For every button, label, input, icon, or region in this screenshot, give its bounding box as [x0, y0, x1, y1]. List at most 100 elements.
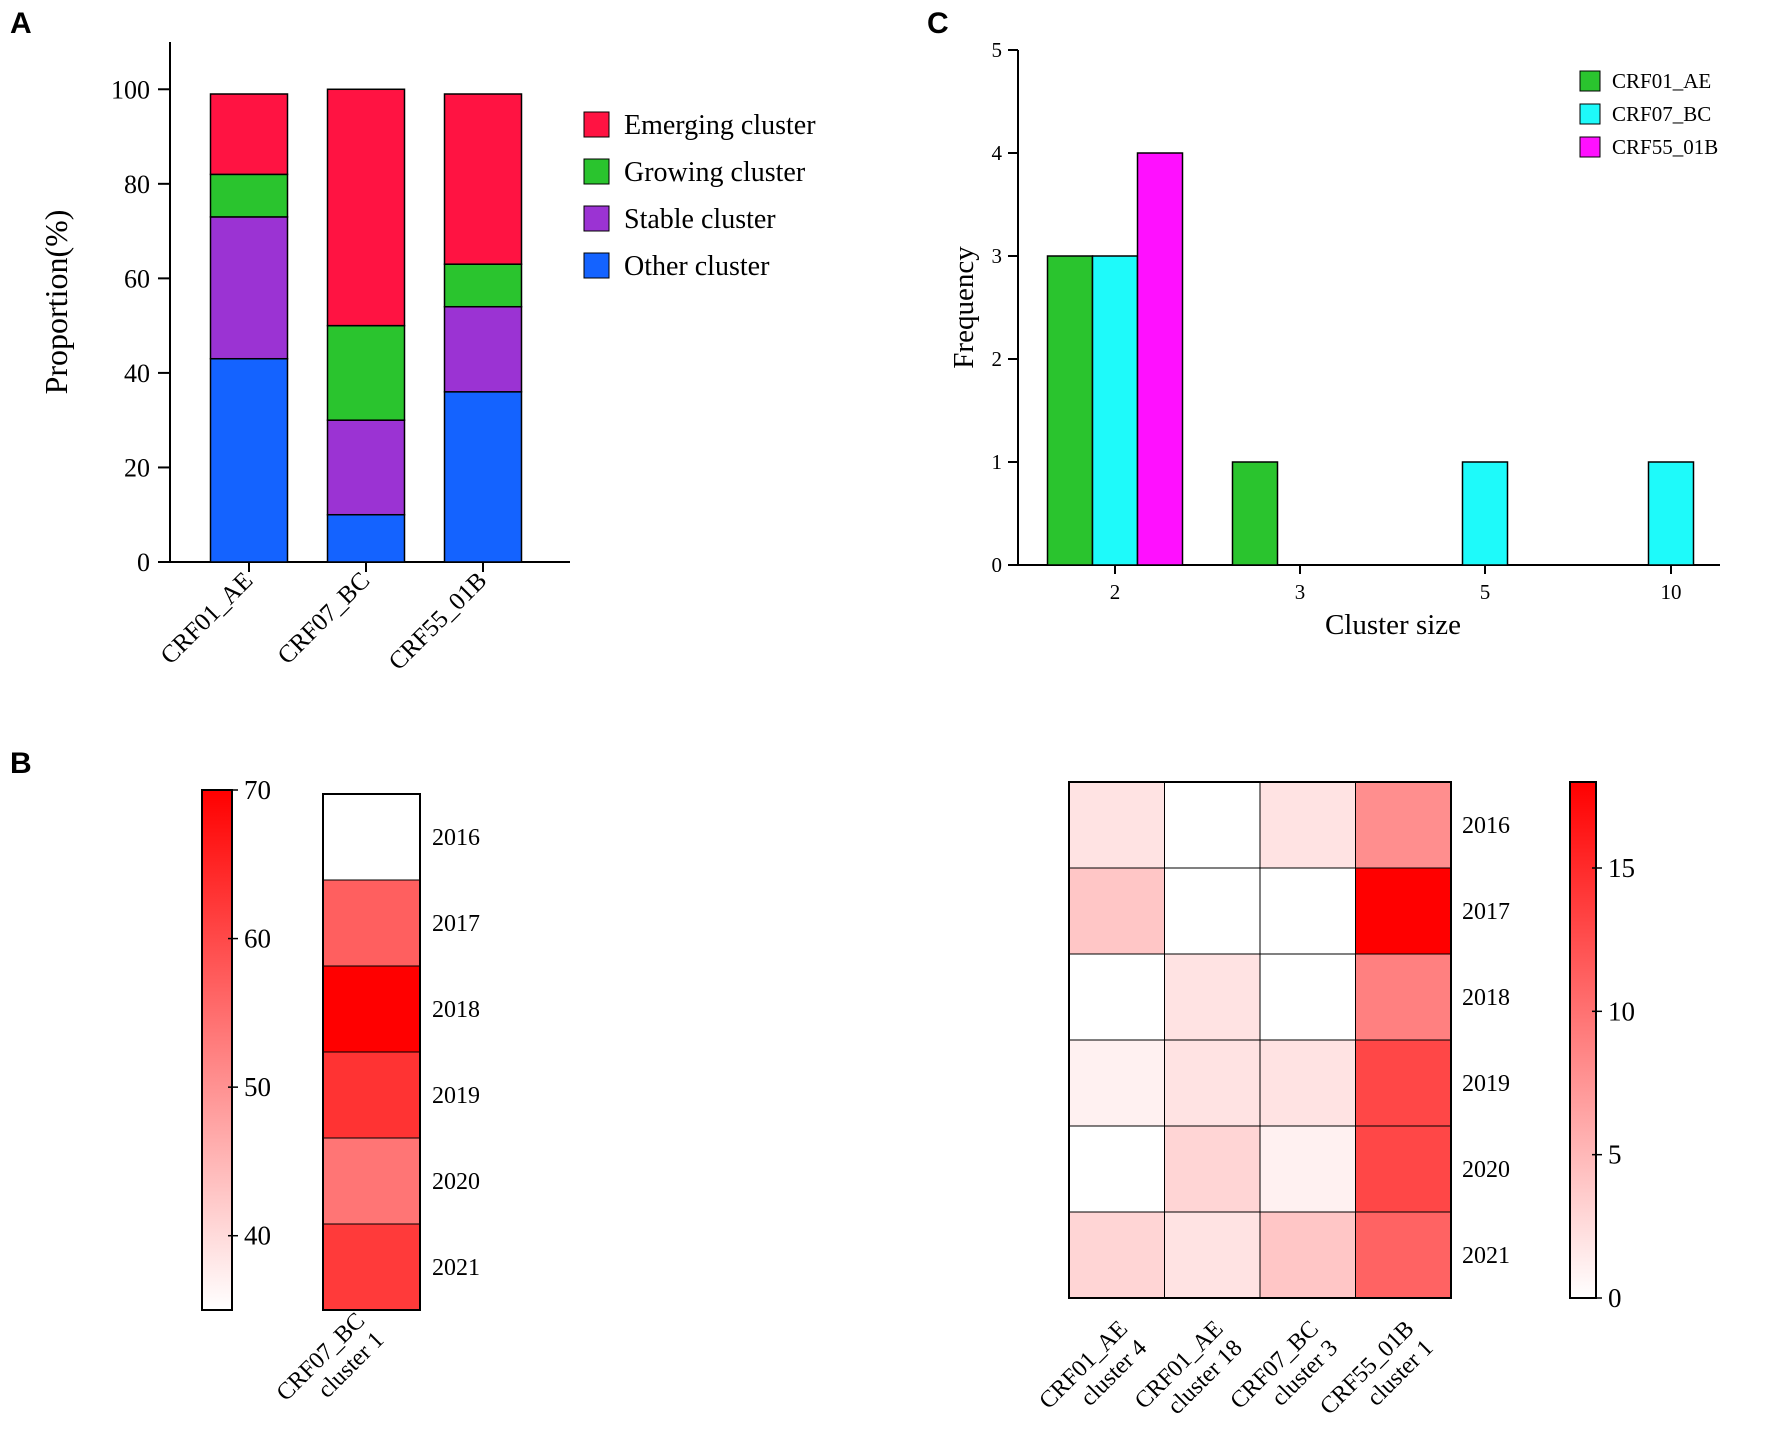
- legend-label-other-cluster: Other cluster: [624, 251, 770, 282]
- column-label-crf01-ae-cluster-4: CRF01_AEcluster 4: [1034, 1316, 1152, 1434]
- bar-emerging-cluster-crf55-01b: [443, 93, 523, 265]
- heat-cell-crf55-01b-cluster-1-2021: [1355, 1211, 1452, 1299]
- row-label-2019: 2019: [1462, 1071, 1510, 1097]
- heat-cell-crf55-01b-cluster-1-2020: [1355, 1125, 1452, 1213]
- bar-stable-cluster-crf55-01b: [443, 305, 523, 393]
- row-label-2020: 2020: [1462, 1157, 1510, 1183]
- heat-cell-crf01-ae-cluster-4-2020: [1068, 1125, 1165, 1213]
- panel-label-b: B: [10, 747, 32, 780]
- column-label-crf07-bc-cluster-3: CRF07_BCcluster 3: [1225, 1316, 1343, 1434]
- colorbar-tick-label: 0: [1608, 1283, 1622, 1313]
- legend-label-crf55-01b: CRF55_01B: [1612, 135, 1718, 159]
- heat-cell-2018: [322, 965, 421, 1053]
- legend-label-emerging-cluster: Emerging cluster: [624, 110, 816, 141]
- bar-growing-cluster-crf07-bc: [326, 324, 406, 421]
- bar-other-cluster-crf07-bc: [326, 513, 406, 563]
- heat-cell-crf07-bc-cluster-3-2019: [1259, 1039, 1356, 1127]
- bar-crf01-ae-size-3: [1231, 461, 1279, 566]
- row-label-2020: 2020: [432, 1169, 480, 1195]
- bar-crf07-bc-size-5: [1461, 461, 1509, 566]
- y-tick-label: 40: [124, 359, 150, 388]
- bar-crf55-01b-size-2: [1136, 152, 1184, 566]
- y-tick-label: 60: [124, 264, 150, 293]
- colorbar-tick-label: 10: [1608, 996, 1635, 1026]
- heat-cell-crf01-ae-cluster-18-2017: [1164, 867, 1261, 955]
- heat-cell-2020: [322, 1137, 421, 1225]
- bar-crf07-bc-size-10: [1647, 461, 1695, 566]
- heat-cell-crf01-ae-cluster-4-2016: [1068, 781, 1165, 869]
- y-tick-label: 5: [992, 38, 1003, 62]
- y-tick-label: 1: [992, 450, 1003, 474]
- y-tick-label: 4: [992, 141, 1003, 165]
- heat-cell-2019: [322, 1051, 421, 1139]
- row-label-2017: 2017: [1462, 899, 1510, 925]
- heatmap-border: [322, 793, 421, 1311]
- heat-cell-crf07-bc-cluster-3-2016: [1259, 781, 1356, 869]
- heat-cell-crf01-ae-cluster-4-2018: [1068, 953, 1165, 1041]
- y-tick-label: 3: [992, 244, 1003, 268]
- x-tick-label: 2: [1110, 580, 1121, 604]
- heatmap-border: [1068, 781, 1452, 1299]
- legend-swatch-stable-cluster: [583, 205, 610, 232]
- y-tick-label: 20: [124, 453, 150, 482]
- heat-cell-crf01-ae-cluster-4-2019: [1068, 1039, 1165, 1127]
- heat-cell-crf07-bc-cluster-3-2017: [1259, 867, 1356, 955]
- column-label-crf01-ae-cluster-18: CRF01_AEcluster 18: [1130, 1316, 1248, 1434]
- heat-cell-2021: [322, 1223, 421, 1311]
- x-tick-label: 10: [1661, 580, 1682, 604]
- y-tick-label: 80: [124, 170, 150, 199]
- heat-cell-crf01-ae-cluster-4-2021: [1068, 1211, 1165, 1299]
- bar-emerging-cluster-crf01-ae: [209, 93, 289, 176]
- legend-swatch-emerging-cluster: [583, 111, 610, 138]
- heat-cell-crf01-ae-cluster-4-2017: [1068, 867, 1165, 955]
- heat-cell-crf07-bc-cluster-3-2018: [1259, 953, 1356, 1041]
- row-label-2018: 2018: [432, 997, 480, 1023]
- y-axis-label: Frequency: [948, 246, 980, 369]
- bar-crf07-bc-size-2: [1091, 255, 1139, 566]
- heat-cell-2017: [322, 879, 421, 967]
- heat-cell-crf01-ae-cluster-18-2016: [1164, 781, 1261, 869]
- row-label-2019: 2019: [432, 1083, 480, 1109]
- x-tick-label: CRF55_01B: [384, 567, 492, 675]
- column-label-crf07-bc-cluster-1: CRF07_BCcluster 1: [272, 1308, 390, 1426]
- y-tick-label: 0: [992, 553, 1003, 577]
- heat-cell-crf01-ae-cluster-18-2020: [1164, 1125, 1261, 1213]
- heatmap-b-left: 40 50 60 70 2016 2017 2018 2019 2020 2021 CRF07_BC…: [201, 775, 480, 1426]
- panel-label-c: C: [927, 7, 949, 40]
- heat-cell-crf55-01b-cluster-1-2018: [1355, 953, 1452, 1041]
- row-label-2021: 2021: [432, 1255, 480, 1281]
- x-tick-label: 3: [1295, 580, 1306, 604]
- heat-cell-crf01-ae-cluster-18-2021: [1164, 1211, 1261, 1299]
- x-tick-label: CRF01_AE: [156, 567, 259, 670]
- legend-swatch-crf01-ae: [1579, 70, 1601, 92]
- heat-cell-crf55-01b-cluster-1-2017: [1355, 867, 1452, 955]
- row-label-2018: 2018: [1462, 985, 1510, 1011]
- x-tick-label: 5: [1480, 580, 1491, 604]
- bar-other-cluster-crf01-ae: [209, 357, 289, 563]
- legend-label-crf07-bc: CRF07_BC: [1612, 102, 1711, 126]
- heat-cell-crf01-ae-cluster-18-2019: [1164, 1039, 1261, 1127]
- colorbar-tick-label: 15: [1608, 853, 1635, 883]
- bar-growing-cluster-crf01-ae: [209, 173, 289, 218]
- row-label-2021: 2021: [1462, 1243, 1510, 1269]
- bar-stable-cluster-crf01-ae: [209, 216, 289, 360]
- bar-stable-cluster-crf07-bc: [326, 419, 406, 516]
- heatmap-b-right: 2016 2017 2018 2019 2020 2021 CRF01_AEcluster …: [1034, 781, 1635, 1434]
- heat-cell-crf07-bc-cluster-3-2021: [1259, 1211, 1356, 1299]
- y-tick-label: 0: [137, 548, 150, 577]
- legend-swatch-growing-cluster: [583, 158, 610, 185]
- colorbar-tick-label: 50: [244, 1072, 271, 1102]
- heat-cell-2016: [322, 793, 421, 881]
- row-label-2016: 2016: [432, 825, 480, 851]
- row-label-2016: 2016: [1462, 813, 1510, 839]
- heat-cell-crf01-ae-cluster-18-2018: [1164, 953, 1261, 1041]
- legend-label-stable-cluster: Stable cluster: [624, 204, 776, 235]
- legend-swatch-other-cluster: [583, 252, 610, 279]
- bar-growing-cluster-crf55-01b: [443, 263, 523, 308]
- heat-cell-crf55-01b-cluster-1-2016: [1355, 781, 1452, 869]
- colorbar: [1569, 781, 1597, 1299]
- stacked-bar-chart-a: 0 20 40 60 80 100 Proportion(%) CRF01_AE CRF07_B…: [38, 42, 816, 676]
- colorbar: [201, 789, 233, 1311]
- panel-label-a: A: [10, 7, 32, 40]
